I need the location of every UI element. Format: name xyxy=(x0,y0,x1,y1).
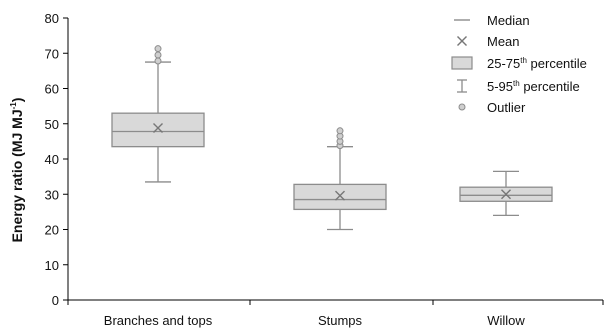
x-category-label: Branches and tops xyxy=(104,313,213,328)
legend-label: Median xyxy=(487,13,530,28)
box-group xyxy=(459,170,553,217)
y-tick-label: 80 xyxy=(45,11,59,26)
x-category-label: Stumps xyxy=(318,313,363,328)
outlier-point xyxy=(154,51,162,59)
y-axis: 0 10 20 30 40 50 60 70 80 xyxy=(45,11,69,308)
x-category-label: Willow xyxy=(487,313,525,328)
legend-mean-symbol xyxy=(457,36,467,46)
legend-item-outlier: Outlier xyxy=(458,100,526,115)
y-tick-label: 60 xyxy=(45,82,59,97)
y-tick-label: 10 xyxy=(45,258,59,273)
outlier-point xyxy=(154,57,162,65)
legend-item-median: Median xyxy=(454,13,530,28)
legend-item-mean: Mean xyxy=(457,34,520,49)
legend-label: 5-95th percentile xyxy=(487,79,580,94)
legend-outlier-symbol xyxy=(458,103,466,111)
plot-area xyxy=(111,45,553,231)
y-axis-title: Energy ratio (MJ MJ-1) xyxy=(9,98,25,243)
mean-marker xyxy=(335,190,345,201)
box-group xyxy=(111,45,205,183)
outlier-point xyxy=(336,127,344,135)
y-tick-label: 70 xyxy=(45,46,59,61)
legend: Median Mean 25-75th percentile 5-95th perce… xyxy=(451,13,587,115)
iqr-box xyxy=(111,112,205,148)
legend-box-symbol xyxy=(451,56,473,70)
mean-marker xyxy=(153,122,163,133)
legend-label: Mean xyxy=(487,34,520,49)
legend-item-whisker: 5-95th percentile xyxy=(457,79,580,94)
y-tick-label: 0 xyxy=(52,293,59,308)
y-tick-label: 40 xyxy=(45,152,59,167)
box-group xyxy=(293,127,387,231)
legend-item-box: 25-75th percentile xyxy=(451,56,587,71)
legend-label: 25-75th percentile xyxy=(487,56,587,71)
legend-label: Outlier xyxy=(487,100,526,115)
iqr-box xyxy=(293,183,387,211)
y-tick-label: 30 xyxy=(45,187,59,202)
mean-marker xyxy=(501,189,511,200)
y-tick-label: 50 xyxy=(45,117,59,132)
x-axis: Branches and tops Stumps Willow xyxy=(67,299,604,328)
y-tick-label: 20 xyxy=(45,223,59,238)
outlier-point xyxy=(154,45,162,53)
